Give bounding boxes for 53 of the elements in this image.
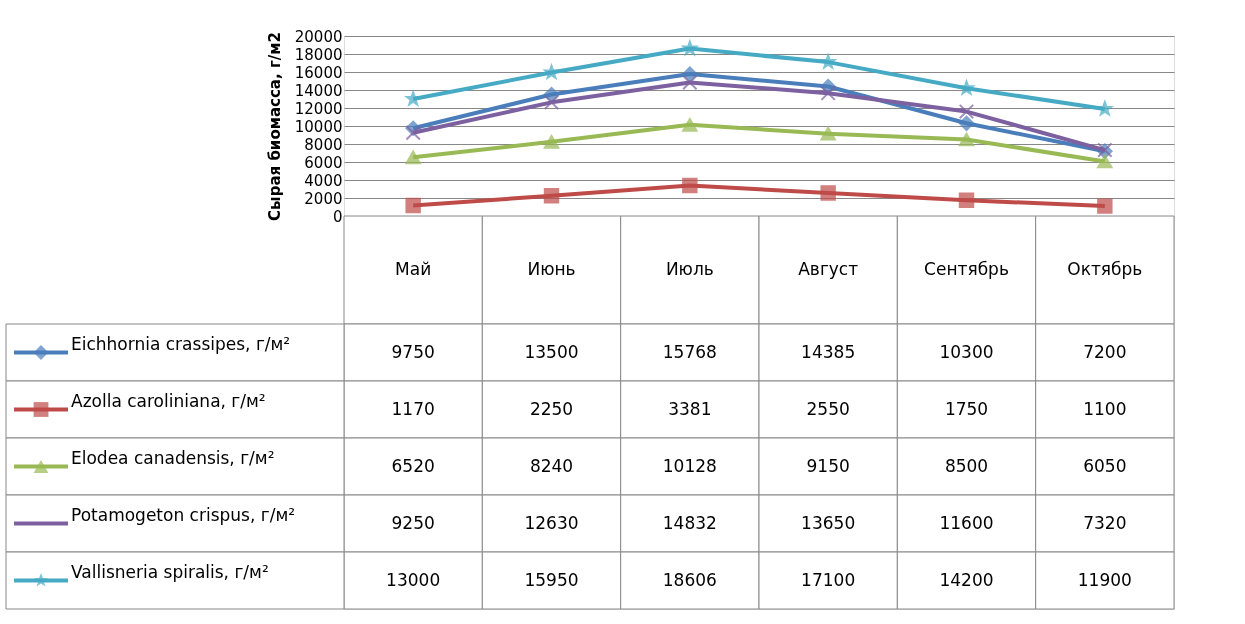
y-tick-label: 2000 xyxy=(304,189,343,208)
y-tick-label: 16000 xyxy=(294,63,343,82)
data-label: 10128 xyxy=(662,455,717,476)
data-label: 2550 xyxy=(806,398,850,419)
y-tick-label: 18000 xyxy=(294,45,343,64)
data-label: 13000 xyxy=(386,569,441,590)
data-label: 1100 xyxy=(1083,398,1127,419)
y-tick-label: 0 xyxy=(332,207,343,226)
data-label: 8500 xyxy=(944,455,989,476)
legend-label: Elodea canadensis, г/м² xyxy=(71,447,275,468)
data-label: 12630 xyxy=(524,512,579,533)
data-label: 9750 xyxy=(391,341,435,362)
data-label: 14832 xyxy=(662,512,717,533)
legend-label: Vallisneria spiralis, г/м² xyxy=(71,561,269,582)
data-label: 15950 xyxy=(524,569,579,590)
data-label: 1170 xyxy=(391,398,435,419)
data-label: 14385 xyxy=(801,341,856,362)
data-label: 14200 xyxy=(939,569,994,590)
legend-label: Potamogeton crispus, г/м² xyxy=(71,504,296,525)
data-label: 10300 xyxy=(939,341,994,362)
data-label: 8240 xyxy=(529,455,574,476)
data-label: 7320 xyxy=(1083,512,1127,533)
data-label: 6050 xyxy=(1083,455,1127,476)
y-tick-label: 14000 xyxy=(294,81,343,100)
data-label: 17100 xyxy=(801,569,856,590)
data-label: 11900 xyxy=(1077,569,1132,590)
x-tick-label: Май xyxy=(395,259,432,279)
data-label: 11600 xyxy=(939,512,994,533)
y-tick-label: 6000 xyxy=(304,153,343,172)
y-tick-label: 8000 xyxy=(304,135,343,154)
data-label: 3381 xyxy=(668,398,712,419)
legend-label: Azolla caroliniana, г/м² xyxy=(71,390,266,411)
data-label: 13650 xyxy=(801,512,856,533)
data-label: 7200 xyxy=(1083,341,1127,362)
data-label: 18606 xyxy=(662,569,717,590)
y-tick-label: 12000 xyxy=(294,99,343,118)
y-tick-label: 4000 xyxy=(304,171,343,190)
x-tick-label: Октябрь xyxy=(1067,259,1143,279)
data-label: 9150 xyxy=(806,455,850,476)
x-tick-label: Август xyxy=(798,259,859,279)
data-label: 13500 xyxy=(524,341,579,362)
data-label: 9250 xyxy=(391,512,435,533)
data-label: 15768 xyxy=(662,341,717,362)
x-tick-label: Сентябрь xyxy=(924,259,1009,279)
x-tick-label: Июнь xyxy=(527,259,576,279)
y-tick-label: 10000 xyxy=(294,117,343,136)
data-label: 6520 xyxy=(391,455,435,476)
y-tick-label: 20000 xyxy=(294,27,343,46)
data-label: 1750 xyxy=(944,398,989,419)
data-label: 2250 xyxy=(529,398,574,419)
x-tick-label: Июль xyxy=(665,259,714,279)
legend-label: Eichhornia crassipes, г/м² xyxy=(71,333,291,354)
y-axis-title: Сырая биомасса, г/м2 xyxy=(265,32,284,221)
